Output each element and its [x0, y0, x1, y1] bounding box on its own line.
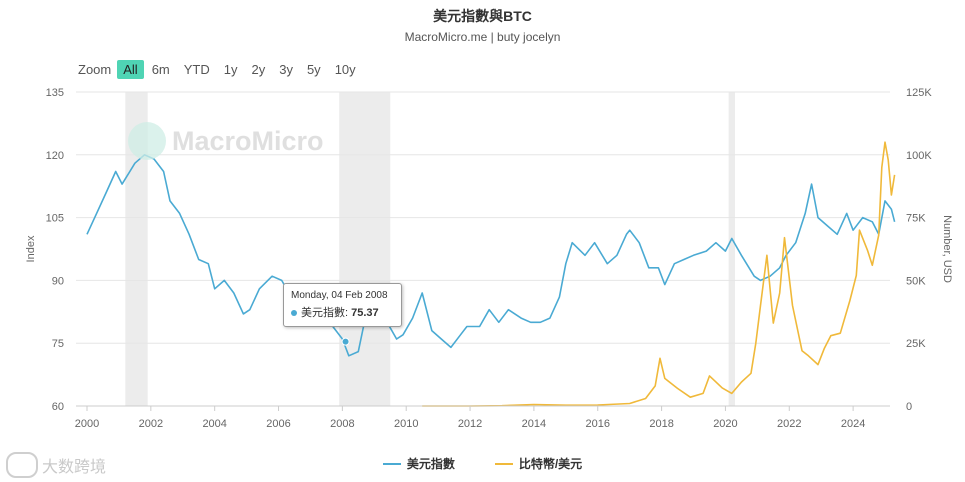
x-tick-label: 2018	[649, 418, 673, 430]
y-left-tick-label: 90	[52, 275, 64, 287]
tooltip-series-name: 美元指數	[301, 307, 345, 319]
x-tick-label: 2024	[841, 418, 865, 430]
legend-swatch-dxy-icon	[382, 462, 401, 465]
y-left-tick-label: 60	[52, 401, 64, 413]
tooltip-series-dot-icon	[291, 310, 297, 317]
zoom-bar: Zoom All 6m YTD 1y 2y 3y 5y 10y	[78, 58, 364, 80]
tooltip-row: 美元指數: 75.37	[291, 304, 379, 320]
corner-watermark-text: 大数跨境	[42, 459, 107, 476]
y-left-axis-title: Index	[25, 235, 37, 262]
grid-lines	[76, 91, 890, 407]
y-right-axis-title: Number, USD	[941, 215, 953, 283]
x-tick-label: 2016	[586, 418, 610, 430]
zoom-6m-button[interactable]: 6m	[151, 61, 170, 77]
x-tick-label: 2008	[330, 418, 354, 430]
zoom-2y-button[interactable]: 2y	[251, 61, 266, 77]
y-left-tick-label: 120	[46, 150, 64, 162]
macromicro-logo-icon	[128, 122, 166, 160]
y-right-tick-label: 0	[906, 401, 912, 413]
recession-bands	[125, 92, 736, 406]
zoom-1y-button[interactable]: 1y	[223, 61, 238, 77]
chart-title: 美元指數與BTC	[433, 8, 532, 24]
chart-legend: 美元指數 比特幣/美元	[0, 455, 965, 472]
zoom-10y-button[interactable]: 10y	[334, 61, 356, 77]
legend-label-dxy: 美元指數	[406, 457, 455, 471]
legend-item-btc[interactable]: 比特幣/美元	[494, 455, 583, 472]
watermark: MacroMicro	[128, 122, 324, 160]
x-tick-label: 2002	[139, 418, 163, 430]
y-right-tick-label: 50K	[906, 275, 926, 287]
x-tick-label: 2022	[777, 418, 801, 430]
corner-watermark: 大数跨境	[6, 452, 106, 478]
watermark-text: MacroMicro	[172, 125, 324, 156]
legend-swatch-btc-icon	[494, 462, 513, 465]
legend-item-dxy[interactable]: 美元指數	[382, 455, 455, 472]
series-lines[interactable]	[86, 141, 896, 407]
chart-subtitle: MacroMicro.me | buty jocelyn	[404, 30, 561, 44]
legend-label-btc: 比特幣/美元	[518, 457, 583, 471]
zoom-all-button[interactable]: All	[117, 59, 144, 79]
x-tick-label: 2004	[202, 418, 226, 430]
x-tick-label: 2010	[394, 418, 418, 430]
x-tick-label: 2020	[713, 418, 737, 430]
tooltip-marker	[341, 337, 350, 346]
tooltip-date: Monday, 04 Feb 2008	[291, 290, 388, 301]
x-tick-label: 2006	[266, 418, 290, 430]
data-tooltip: Monday, 04 Feb 2008 美元指數: 75.37	[283, 283, 402, 327]
y-right-tick-label: 25K	[906, 338, 926, 350]
y-right-tick-label: 125K	[906, 87, 932, 99]
y-right-tick-label: 75K	[906, 213, 926, 225]
zoom-5y-button[interactable]: 5y	[306, 61, 321, 77]
x-tick-label: 2014	[522, 418, 546, 430]
zoom-3y-button[interactable]: 3y	[279, 61, 293, 77]
zoom-label: Zoom	[78, 61, 112, 77]
recession-band	[339, 92, 391, 406]
recession-band	[728, 92, 736, 406]
y-right-tick-label: 100K	[906, 150, 932, 162]
axes: 60 75 90 105 120 135 0 25K 50K 75K 100K 125K 2000 200…	[25, 87, 953, 430]
corner-logo-icon	[6, 452, 38, 478]
series-line-btc[interactable]	[422, 141, 896, 407]
x-tick-label: 2012	[458, 418, 482, 430]
zoom-ytd-button[interactable]: YTD	[183, 61, 210, 77]
y-left-tick-label: 105	[46, 213, 64, 225]
y-left-tick-label: 75	[52, 338, 64, 350]
x-tick-label: 2000	[75, 418, 99, 430]
y-left-tick-label: 135	[46, 87, 64, 99]
series-line-dxy[interactable]	[86, 154, 896, 357]
tooltip-value: 75.37	[351, 307, 379, 319]
